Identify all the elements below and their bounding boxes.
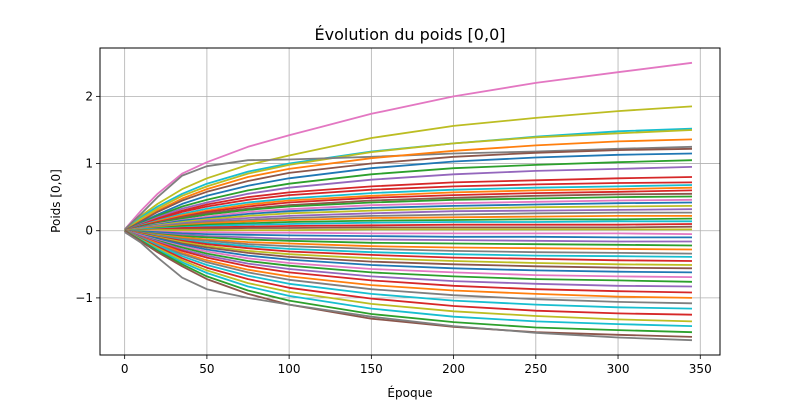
series-line-47 (124, 229, 693, 323)
series-line-46 (124, 229, 693, 316)
plot-lines (124, 61, 693, 342)
y-tick-label: 0 (85, 224, 93, 238)
series-line-6 (124, 147, 693, 232)
chart-title: Évolution du poids [0,0] (315, 25, 506, 44)
series-line-7 (124, 152, 693, 232)
series-line-29 (124, 229, 692, 239)
series-line-45 (124, 229, 693, 310)
x-tick-label: 0 (121, 362, 129, 376)
x-tick-label: 350 (689, 362, 712, 376)
series-line-4 (124, 145, 693, 231)
series-line-5 (124, 138, 693, 232)
series-line-51 (124, 231, 693, 342)
series-line-50 (124, 229, 693, 338)
x-tick-label: 300 (607, 362, 630, 376)
y-tick-label: 2 (85, 89, 93, 103)
x-axis-label: Époque (387, 385, 432, 400)
x-tick-label: 250 (524, 362, 547, 376)
x-axis: 0 50 100 150 200 250 300 350 (121, 355, 712, 376)
series-line-49 (124, 229, 693, 334)
series-line-8 (124, 159, 693, 232)
series-line-9 (124, 166, 693, 232)
series-line-41 (124, 229, 693, 288)
series-line-0 (124, 61, 693, 230)
x-tick-label: 50 (199, 362, 214, 376)
series-line-43 (124, 229, 693, 299)
series-line-48 (124, 229, 693, 327)
y-tick-label: −1 (75, 291, 93, 305)
series-line-3 (124, 129, 693, 232)
series-line-10 (124, 176, 693, 232)
series-line-27 (124, 228, 692, 232)
series-line-38 (124, 229, 693, 274)
plot-frame (99, 47, 721, 356)
y-axis: −1 0 1 2 (75, 89, 100, 305)
x-tick-label: 150 (360, 362, 383, 376)
x-tick-label: 100 (278, 362, 301, 376)
x-tick-label: 200 (442, 362, 465, 376)
y-axis-label: Poids [0,0] (49, 169, 63, 233)
y-tick-label: 1 (85, 157, 93, 171)
